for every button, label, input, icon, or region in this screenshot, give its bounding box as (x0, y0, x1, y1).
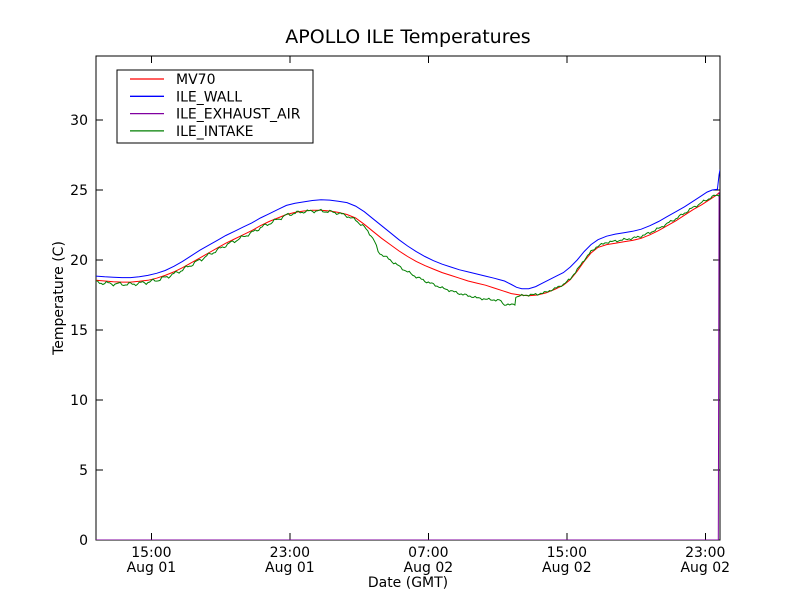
y-tick-label: 20 (70, 253, 88, 269)
series-line-ile_wall (96, 169, 720, 290)
x-tick-time: 15:00 (547, 545, 587, 561)
x-tick-time: 23:00 (685, 545, 725, 561)
x-tick-date: Aug 02 (542, 560, 592, 576)
x-tick-time: 15:00 (131, 545, 171, 561)
legend-label-mv70: MV70 (176, 72, 215, 88)
x-tick-time: 07:00 (408, 545, 448, 561)
x-axis-label: Date (GMT) (368, 575, 448, 591)
series-line-ile_exhaust_air (96, 191, 720, 540)
x-tick-date: Aug 01 (127, 560, 177, 576)
y-tick-label: 15 (70, 323, 88, 339)
legend-label-ile_intake: ILE_INTAKE (176, 124, 253, 140)
y-tick-label: 0 (79, 533, 88, 549)
y-tick-label: 25 (70, 183, 88, 199)
series-line-mv70 (96, 191, 720, 297)
y-tick-label: 30 (70, 113, 88, 129)
y-axis-label: Temperature (C) (51, 241, 67, 356)
x-tick-time: 23:00 (270, 545, 310, 561)
x-tick-date: Aug 02 (680, 560, 730, 576)
legend-label-ile_exhaust_air: ILE_EXHAUST_AIR (176, 107, 301, 123)
data-series (96, 169, 720, 540)
legend-label-ile_wall: ILE_WALL (176, 89, 242, 105)
series-line-ile_intake (96, 193, 720, 306)
x-tick-date: Aug 01 (265, 560, 315, 576)
x-tick-date: Aug 02 (404, 560, 454, 576)
chart-title: APOLLO ILE Temperatures (285, 26, 530, 48)
y-tick-label: 10 (70, 393, 88, 409)
y-tick-label: 5 (79, 463, 88, 479)
